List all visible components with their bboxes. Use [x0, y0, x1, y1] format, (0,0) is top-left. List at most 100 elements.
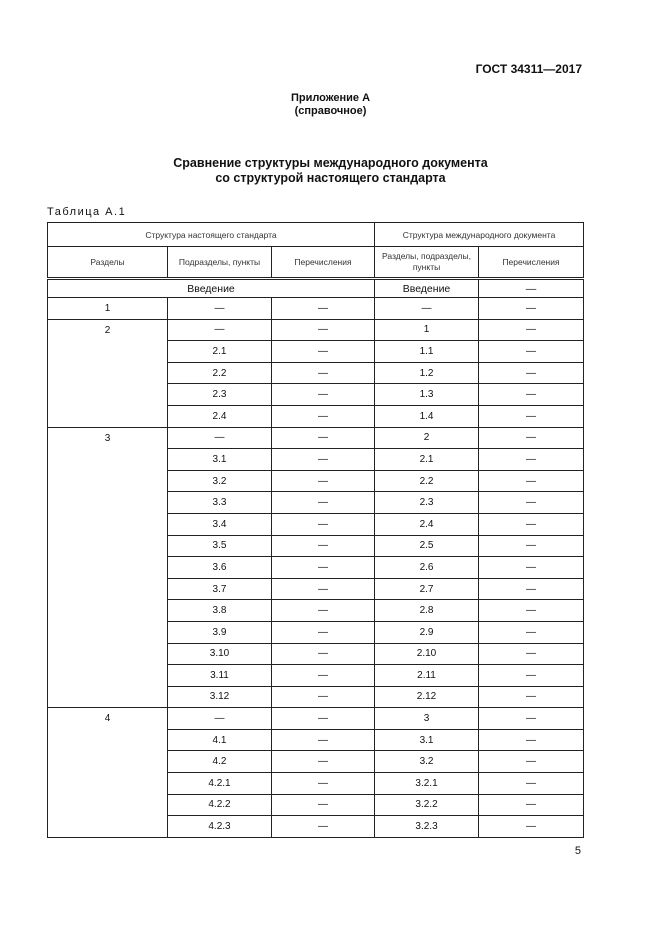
table-cell: 2.8 — [374, 599, 480, 622]
table-cell: 2.4 — [374, 512, 480, 536]
column-header: Разделы — [47, 246, 168, 280]
title-line-2: со структурой настоящего стандарта — [215, 171, 446, 185]
table-cell: — — [167, 297, 272, 320]
intro-row: Введение Введение — — [46, 278, 585, 298]
table-row: 3.2—2.2— — [48, 469, 585, 493]
document-number: ГОСТ 34311—2017 — [475, 62, 582, 76]
group-header: Структура настоящего стандарта — [46, 222, 376, 247]
table-row: 4— —3— — [47, 707, 585, 838]
table-row: 2.1—1.1— — [48, 340, 585, 363]
table-cell: 4.2.1 — [167, 772, 272, 795]
table-cell: 2.3 — [167, 383, 272, 406]
table-row: 4.2.1—3.2.1— — [48, 772, 585, 795]
table-cell: 3.9 — [167, 620, 272, 644]
table-cell: — — [478, 599, 585, 622]
table-cell: 4.2.3 — [167, 815, 272, 838]
table-cell: — — [270, 707, 376, 730]
table-row: 2— —1— — [47, 318, 585, 428]
table-cell: — — [167, 707, 272, 730]
table-row: 4.2.3—3.2.3— — [48, 815, 585, 838]
table-cell: — — [270, 685, 376, 709]
table-cell: — — [478, 469, 585, 493]
table-cell: — — [270, 491, 376, 514]
table-cell: — — [478, 534, 585, 558]
table-cell: — — [270, 815, 376, 838]
table-cell: 2.11 — [374, 664, 480, 687]
table-cell: 2.1 — [167, 340, 272, 363]
table-row: 3.12—2.12— — [48, 685, 585, 709]
table-label: Таблица А.1 — [47, 206, 127, 218]
table-cell: — — [478, 793, 585, 817]
table-row: 1— — — — — [47, 297, 585, 320]
comparison-table: Структура настоящего стандарта Структура… — [46, 222, 585, 838]
table-title: Сравнение структуры международного докум… — [0, 156, 661, 186]
table-cell: — — [478, 491, 585, 514]
table-cell: 2.4 — [167, 404, 272, 428]
table-cell: 4.1 — [167, 728, 272, 752]
table-row: 3— —2— — [47, 426, 585, 709]
table-cell: — — [478, 815, 585, 838]
table-cell: — — [270, 297, 376, 320]
title-line-1: Сравнение структуры международного докум… — [173, 156, 488, 170]
table-cell: 3.8 — [167, 599, 272, 622]
table-cell: 3.7 — [167, 577, 272, 601]
table-cell: 3.11 — [167, 664, 272, 687]
table-cell: 2.7 — [374, 577, 480, 601]
table-row: 4.1—3.1— — [48, 728, 585, 752]
table-cell: 2.1 — [374, 448, 480, 471]
table-cell: — — [270, 404, 376, 428]
table-cell: — — [478, 620, 585, 644]
table-cell: — — [270, 772, 376, 795]
table-cell: — — [374, 297, 480, 320]
table-row: 3.4—2.4— — [48, 512, 585, 536]
table-cell: 4.2.2 — [167, 793, 272, 817]
table-row: 3.5—2.5— — [48, 534, 585, 558]
table-cell: 1.3 — [374, 383, 480, 406]
table-cell: — — [478, 361, 585, 385]
table-cell: 2.2 — [167, 361, 272, 385]
column-header-row: Разделы Подразделы, пункты Перечисления … — [47, 246, 585, 280]
table-cell: — — [270, 318, 376, 342]
table-cell: — — [478, 728, 585, 752]
table-cell: — — [167, 426, 272, 450]
table-cell: 1.2 — [374, 361, 480, 385]
table-cell: — — [270, 469, 376, 493]
table-cell: 3.1 — [167, 448, 272, 471]
table-cell: 2.5 — [374, 534, 480, 558]
table-cell: — — [270, 577, 376, 601]
table-cell: — — [478, 383, 585, 406]
table-cell: — — [270, 599, 376, 622]
table-cell: 2.10 — [374, 642, 480, 666]
table-row: 3.1—2.1— — [48, 448, 585, 471]
table-cell: — — [478, 426, 585, 450]
table-cell: — — [478, 448, 585, 471]
table-row: 2.3—1.3— — [48, 383, 585, 406]
table-row: 3.6—2.6— — [48, 556, 585, 579]
table-cell: 2.3 — [374, 491, 480, 514]
table-cell: 3.4 — [167, 512, 272, 536]
column-header: Разделы, подразделы, пункты — [374, 246, 480, 280]
column-header: Перечисления — [270, 246, 376, 280]
table-cell: — — [270, 620, 376, 644]
table-cell: — — [270, 534, 376, 558]
table-cell: — — [270, 512, 376, 536]
table-cell: — — [270, 340, 376, 363]
table-cell: — — [270, 728, 376, 752]
table-cell: 3.5 — [167, 534, 272, 558]
group-header-row: Структура настоящего стандарта Структура… — [46, 222, 585, 247]
table-cell: 1 — [374, 318, 480, 342]
group-header: Структура международного документа — [374, 222, 585, 247]
table-cell: 3.6 — [167, 556, 272, 579]
table-cell: — — [270, 426, 376, 450]
table-cell: — — [478, 685, 585, 709]
table-cell: — — [270, 383, 376, 406]
table-cell: 3.12 — [167, 685, 272, 709]
table-cell: 3.3 — [167, 491, 272, 514]
section-cell: 4 — [47, 707, 168, 838]
table-cell: 2 — [374, 426, 480, 450]
table-cell: 3.2.2 — [374, 793, 480, 817]
column-header: Подразделы, пункты — [167, 246, 272, 280]
table-row: 3.8—2.8— — [48, 599, 585, 622]
intro-right: Введение — [374, 278, 480, 298]
